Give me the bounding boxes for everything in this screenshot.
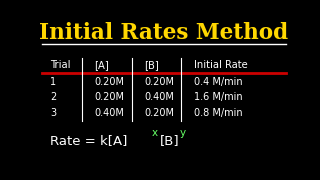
Text: [A]: [A]: [95, 60, 109, 70]
Text: 0.8 M/min: 0.8 M/min: [194, 108, 242, 118]
Text: Initial Rate: Initial Rate: [194, 60, 247, 70]
Text: 0.40M: 0.40M: [144, 92, 174, 102]
Text: 1.6 M/min: 1.6 M/min: [194, 92, 242, 102]
Text: 1: 1: [50, 77, 56, 87]
Text: Rate = k[A]: Rate = k[A]: [50, 134, 127, 147]
Text: 0.20M: 0.20M: [95, 92, 124, 102]
Text: 0.20M: 0.20M: [95, 77, 124, 87]
Text: 0.4 M/min: 0.4 M/min: [194, 77, 242, 87]
Text: x: x: [152, 128, 158, 138]
Text: 3: 3: [50, 108, 56, 118]
Text: Trial: Trial: [50, 60, 70, 70]
Text: y: y: [180, 128, 186, 138]
Text: 0.20M: 0.20M: [144, 77, 174, 87]
Text: 0.40M: 0.40M: [95, 108, 124, 118]
Text: 2: 2: [50, 92, 56, 102]
Text: [B]: [B]: [144, 60, 159, 70]
Text: [B]: [B]: [160, 134, 179, 147]
Text: Initial Rates Method: Initial Rates Method: [39, 22, 289, 44]
Text: 0.20M: 0.20M: [144, 108, 174, 118]
